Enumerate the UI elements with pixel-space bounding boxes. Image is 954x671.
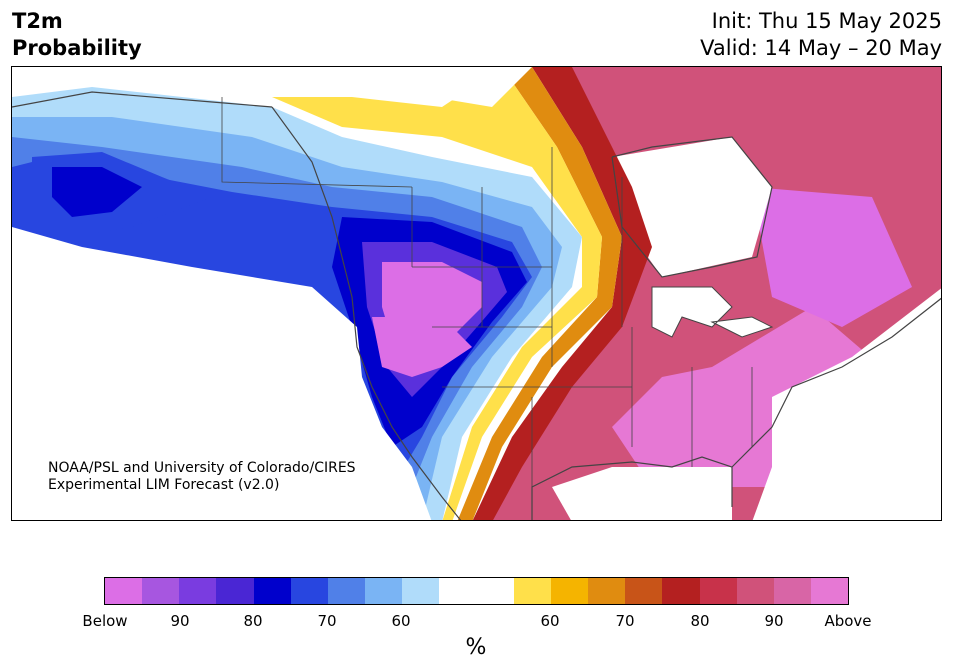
colorbar-segment [699,578,737,604]
colorbar-segment [476,578,514,604]
colorbar-segment [402,578,440,604]
colorbar-tick-label: 90 [764,612,784,630]
pacific-mask [12,227,432,520]
colorbar-tick-label: 90 [170,612,190,630]
colorbar-segment [365,578,403,604]
colorbar-segment [142,578,180,604]
title-variable: T2m [12,9,63,33]
warm-band-1 [472,67,652,520]
colorbar-segment [327,578,366,604]
colorbar-segment [105,578,143,604]
colorbar-tick-label: Below [82,612,128,630]
cold-lower-fill [372,317,472,377]
colorbar-segment [773,578,811,604]
arctic-mask [12,67,532,107]
colorbar [104,577,849,605]
colorbar-tick-label: 80 [690,612,710,630]
hudson-area [612,137,772,277]
colorbar-segment [588,578,626,604]
colorbar-segment [439,578,477,604]
credit-text: NOAA/PSL and University of Colorado/CIRE… [48,460,356,494]
alaska-core [52,167,142,217]
colorbar-unit: % [465,635,487,660]
colorbar-tick-label: 70 [317,612,337,630]
map-title: T2m Probability [12,8,142,62]
colorbar-segment [253,578,291,604]
atlantic-mask [752,288,941,520]
colorbar-tick-label: Above [824,612,872,630]
forecast-dates: Init: Thu 15 May 2025 Valid: 14 May – 20… [700,8,942,62]
title-type: Probability [12,36,142,60]
colorbar-tick-label: 80 [243,612,263,630]
colorbar-tick-label: 60 [540,612,560,630]
coastline [12,91,941,520]
map-panel [11,66,942,521]
state-borders [221,97,753,487]
gulf-mask [552,467,732,520]
warm-band-2 [457,67,622,520]
init-date: Init: Thu 15 May 2025 [711,9,942,33]
valid-range: Valid: 14 May – 20 May [700,36,942,60]
colorbar-segment [513,578,551,604]
colorbar-segment [736,578,774,604]
colorbar-segment [216,578,254,604]
warm-east-fill [752,187,912,327]
colorbar-tick-label: 70 [615,612,635,630]
credit-line-2: Experimental LIM Forecast (v2.0) [48,477,280,493]
great-lakes [651,286,774,338]
probability-map [12,67,941,520]
colorbar-segment [179,578,217,604]
colorbar-segment [290,578,328,604]
colorbar-tick-label: 60 [391,612,411,630]
colorbar-segment [810,578,849,604]
credit-line-1: NOAA/PSL and University of Colorado/CIRE… [48,460,356,476]
colorbar-segment [625,578,663,604]
colorbar-segment [662,578,700,604]
colorbar-segment [550,578,589,604]
